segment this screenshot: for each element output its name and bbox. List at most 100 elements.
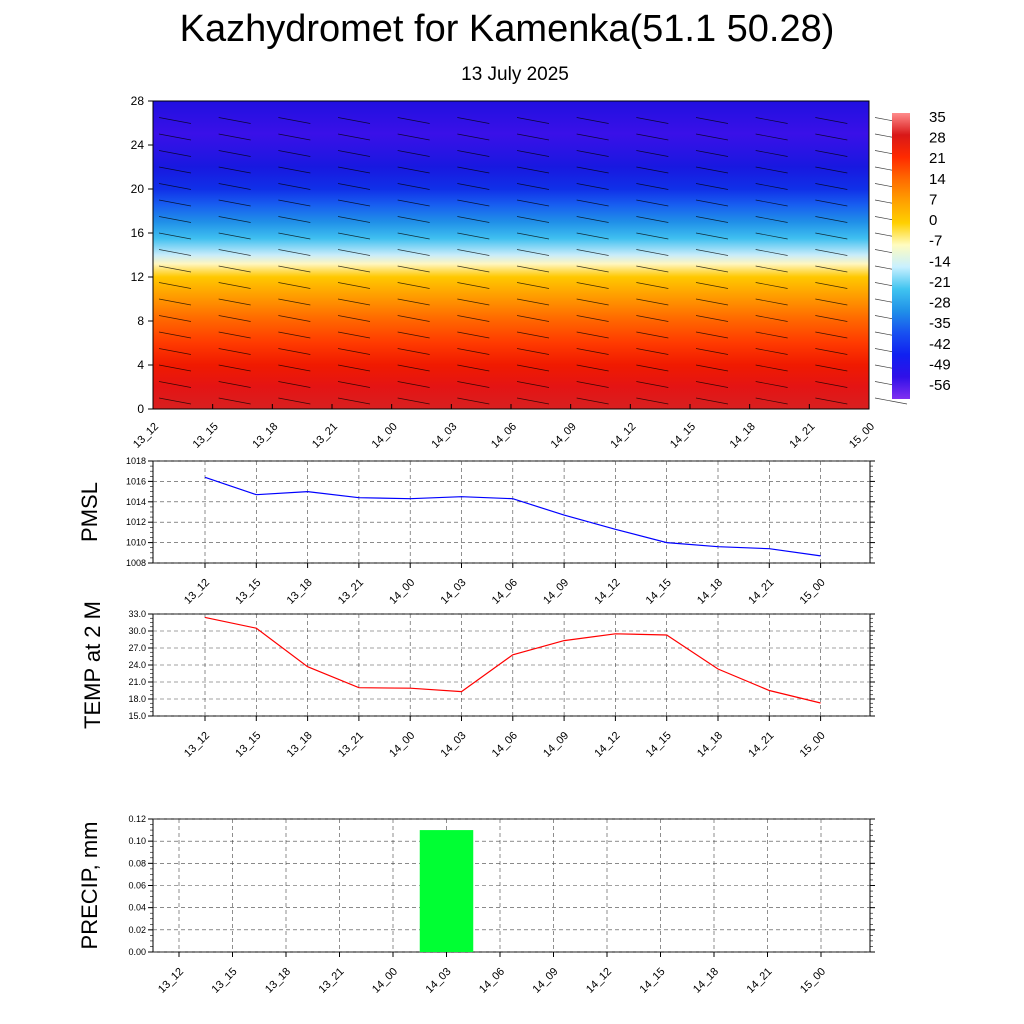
wind-barb [457, 265, 490, 273]
wind-barb [457, 364, 490, 372]
wind-barb [278, 315, 311, 322]
wind-barb [695, 150, 729, 157]
wind-barb [516, 216, 550, 223]
temp-chart-xtick-label: 13_18 [285, 730, 315, 760]
wind-barb [457, 150, 490, 157]
heatmap-ytick-label: 8 [137, 314, 144, 328]
wind-barb [755, 265, 788, 273]
wind-barb [576, 216, 609, 223]
wind-barb [755, 117, 788, 124]
temp-chart-xtick-label: 13_15 [233, 730, 263, 760]
wind-barb [158, 265, 192, 273]
wind-barb [636, 216, 669, 223]
wind-barb [278, 117, 311, 124]
wind-barb [815, 381, 848, 388]
wind-barb [576, 183, 609, 190]
precip-chart-ytick-label: 0.12 [128, 814, 146, 824]
pmsl-chart-xtick-label: 14_18 [695, 577, 725, 607]
temp-chart-ytick-label: 27.0 [128, 643, 146, 653]
temp-chart-xtick-label: 13_21 [336, 730, 366, 760]
wind-barb [337, 183, 371, 190]
precip-chart-ytick-label: 0.08 [128, 858, 146, 868]
heatmap-xtick-label: 14_06 [489, 421, 519, 451]
colorbar-label: -28 [929, 295, 951, 312]
heatmap-xtick-label: 13_21 [310, 421, 340, 451]
wind-barb [397, 298, 430, 306]
heatmap-ytick-label: 24 [131, 138, 145, 152]
pmsl-chart-xtick-label: 13_12 [182, 577, 212, 607]
temp-chart-ytick-label: 24.0 [128, 660, 146, 670]
wind-barb [695, 183, 729, 190]
wind-barb [755, 183, 788, 190]
wind-barb [516, 199, 550, 207]
wind-barb [695, 216, 729, 223]
heatmap-xtick-label: 14_00 [370, 421, 400, 451]
wind-barb [815, 348, 848, 355]
wind-barb [278, 249, 311, 256]
wind-barb [397, 282, 430, 289]
colorbar-label: -7 [929, 233, 942, 250]
wind-barb [636, 315, 669, 322]
wind-barb [397, 265, 430, 273]
wind-barb [576, 117, 609, 124]
wind-barb [815, 249, 848, 256]
wind-barb [337, 397, 371, 405]
wind-barb [815, 282, 848, 289]
wind-barb [158, 199, 192, 207]
wind-barb [158, 348, 192, 355]
wind-barb [576, 150, 609, 157]
wind-barb [158, 150, 192, 157]
wind-barb [815, 315, 848, 322]
pmsl-chart-xtick-label: 14_09 [541, 577, 571, 607]
wind-barb [397, 216, 430, 223]
wind-barb [337, 133, 371, 141]
wind-barb [397, 381, 430, 388]
wind-barb [516, 298, 550, 306]
wind-barb [337, 199, 371, 207]
wind-barb [218, 216, 251, 223]
precip-chart-ylabel: PRECIP, mm [77, 822, 102, 950]
heatmap-field [153, 101, 869, 409]
pmsl-chart-xtick-label: 14_00 [387, 577, 417, 607]
precip-chart-ytick-label: 0.00 [128, 947, 146, 957]
wind-barb [576, 232, 609, 240]
colorbar-label: 28 [929, 130, 946, 147]
wind-barb [278, 298, 311, 306]
wind-barb [397, 331, 430, 339]
heatmap-xtick-label: 14_09 [549, 421, 579, 451]
heatmap-xtick-label: 15_00 [847, 421, 877, 451]
wind-barb [337, 298, 371, 306]
wind-barb [218, 166, 251, 174]
colorbar-label: 21 [929, 150, 946, 167]
wind-barb [516, 315, 550, 322]
wind-barb [755, 133, 788, 141]
precip-chart-xtick-label: 14_12 [584, 966, 614, 996]
wind-barb [576, 397, 609, 405]
wind-barb [636, 381, 669, 388]
wind-barb [397, 397, 430, 405]
wind-barb [457, 315, 490, 322]
wind-barb [457, 183, 490, 190]
wind-barb [278, 282, 311, 289]
wind-barb [218, 397, 251, 405]
wind-barb [337, 265, 371, 273]
wind-barb [218, 183, 251, 190]
heatmap-ytick-label: 20 [131, 182, 145, 196]
wind-barb [755, 150, 788, 157]
wind-barb [636, 249, 669, 256]
wind-barb [158, 249, 192, 256]
pmsl-chart-ytick-label: 1016 [126, 476, 146, 486]
wind-barb [218, 331, 251, 339]
wind-barb [516, 183, 550, 190]
wind-barb [695, 199, 729, 207]
wind-barb [695, 282, 729, 289]
pmsl-chart-ytick-label: 1014 [126, 497, 146, 507]
wind-barb [337, 117, 371, 124]
wind-barb [695, 397, 729, 405]
wind-barb [278, 183, 311, 190]
wind-barb [755, 199, 788, 207]
colorbar-label: -21 [929, 274, 951, 291]
wind-barb [755, 331, 788, 339]
heatmap-xtick-label: 13_12 [131, 421, 161, 451]
